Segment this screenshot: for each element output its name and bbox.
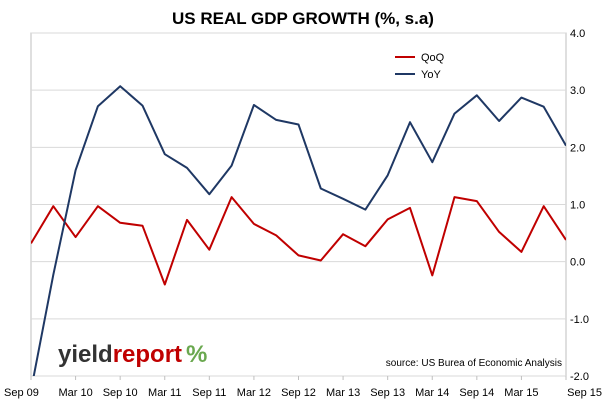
yieldreport-logo: yieldreport%	[58, 341, 207, 368]
x-tick-label: Sep 13	[370, 387, 405, 399]
y-tick-label: -1.0	[570, 314, 589, 326]
y-tick-label: 3.0	[570, 85, 585, 97]
x-tick-label: Sep 11	[192, 387, 226, 399]
svg-text:yieldreport%: yieldreport%	[58, 341, 207, 368]
legend: QoQ YoY	[395, 52, 445, 81]
series-lines	[31, 85, 566, 376]
series-line-qoq	[31, 196, 566, 286]
chart-title: US REAL GDP GROWTH (%, s.a)	[172, 9, 434, 28]
logo-yield: yield	[58, 341, 113, 368]
y-tick-label: 4.0	[570, 28, 585, 40]
logo-percent-symbol: %	[186, 341, 207, 368]
x-tick-labels: Sep 09 Mar 10 Sep 10 Mar 11 Sep 11 Mar 12 Sep …	[4, 376, 602, 399]
x-tick-label: Sep 10	[103, 387, 138, 399]
legend-label-yoy: YoY	[421, 69, 441, 81]
x-tick-label: Mar 10	[58, 387, 92, 399]
x-tick-label: Sep 14	[459, 387, 494, 399]
y-tick-label: 2.0	[570, 142, 585, 154]
x-tick-label: Mar 11	[148, 387, 181, 399]
x-tick-label: Sep 12	[281, 387, 316, 399]
x-tick-label: Sep 15	[567, 387, 602, 399]
y-tick-label: -2.0	[570, 371, 589, 383]
y-tick-label: 1.0	[570, 200, 585, 212]
y-tick-labels: 4.0 3.0 2.0 1.0 0.0 -1.0 -2.0	[570, 28, 589, 383]
x-tick-label: Mar 14	[415, 387, 449, 399]
x-tick-label: Mar 12	[237, 387, 271, 399]
legend-label-qoq: QoQ	[421, 52, 445, 64]
x-tick-label: Sep 09	[4, 387, 39, 399]
x-tick-label: Mar 13	[326, 387, 360, 399]
series-line-yoy	[32, 85, 566, 376]
logo-report: report	[113, 341, 182, 368]
x-tick-label: Mar 15	[504, 387, 538, 399]
source-note: source: US Burea of Economic Analysis	[386, 358, 562, 369]
y-tick-label: 0.0	[570, 257, 585, 269]
